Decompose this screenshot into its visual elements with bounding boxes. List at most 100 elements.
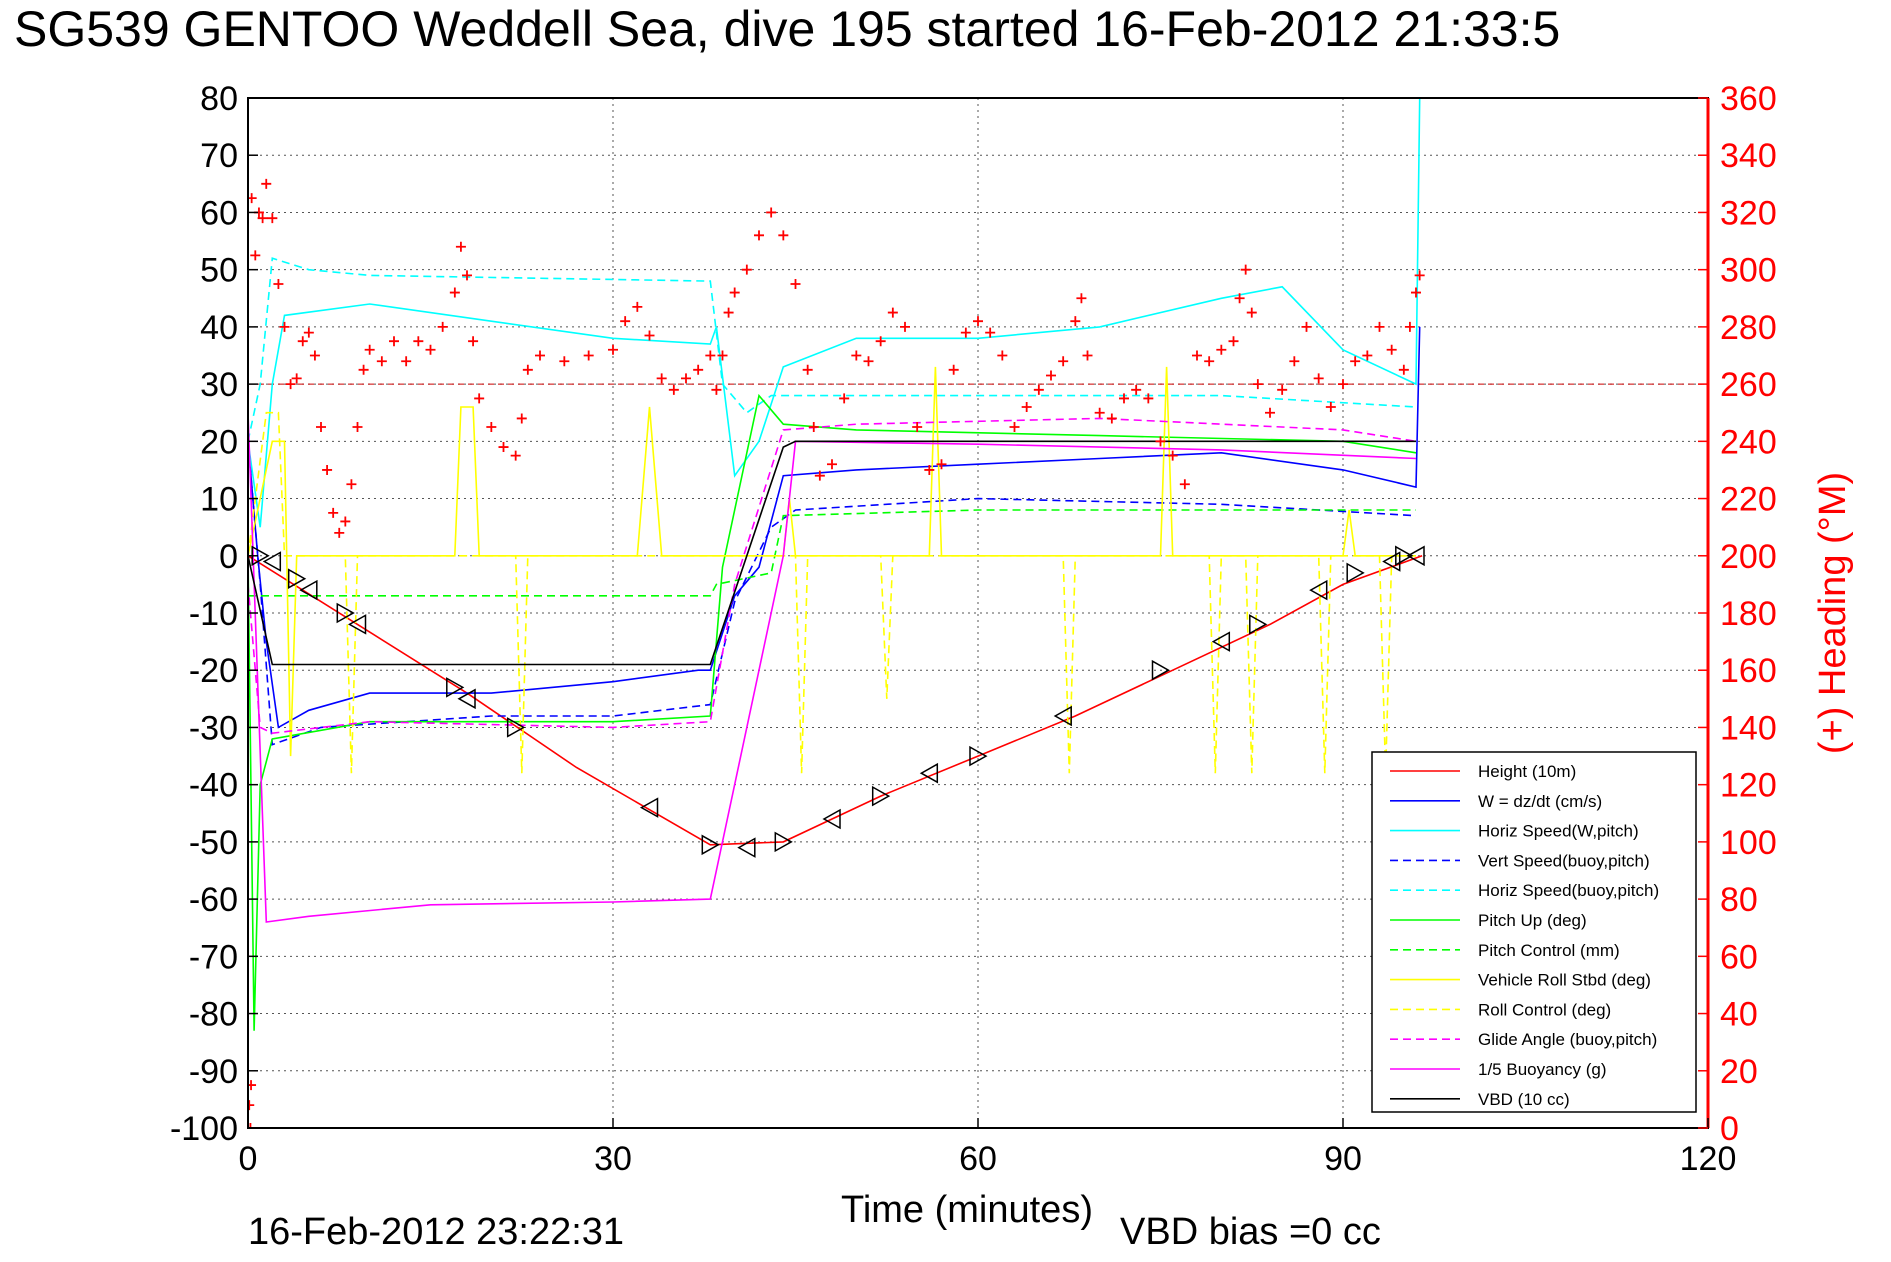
heading-marker xyxy=(1374,321,1385,332)
legend-box xyxy=(1371,751,1697,1113)
legend-label: Horiz Speed(W,pitch) xyxy=(1478,822,1639,841)
right-tick-label: 280 xyxy=(1720,309,1777,347)
right-tick-label: 220 xyxy=(1720,481,1777,519)
heading-marker xyxy=(1234,293,1245,304)
x-tick-label: 0 xyxy=(239,1140,258,1178)
height-marker xyxy=(446,677,465,698)
heading-marker xyxy=(887,307,898,318)
height-marker xyxy=(774,831,793,853)
height-marker xyxy=(1211,631,1231,652)
right-tick-label: 300 xyxy=(1720,252,1777,290)
heading-marker xyxy=(516,413,527,424)
height-marker xyxy=(347,614,367,635)
right-tick-label: 80 xyxy=(1720,881,1758,919)
heading-marker xyxy=(851,350,862,361)
heading-marker xyxy=(766,207,777,218)
heading-marker xyxy=(1179,479,1190,490)
series-line-1 xyxy=(248,326,1421,729)
legend-label: 1/5 Buoyancy (g) xyxy=(1478,1060,1607,1079)
series-line-11 xyxy=(248,440,1416,666)
y-tick-label: -100 xyxy=(170,1110,238,1148)
heading-marker xyxy=(1386,344,1397,355)
heading-marker xyxy=(376,356,387,367)
height-marker xyxy=(262,551,282,572)
height-marker xyxy=(701,834,720,856)
heading-marker xyxy=(997,350,1008,361)
height-marker xyxy=(1395,545,1414,567)
heading-marker xyxy=(1325,402,1336,412)
y-tick-label: -70 xyxy=(189,938,238,976)
right-tick-label: 340 xyxy=(1720,137,1777,175)
heading-marker xyxy=(1277,384,1288,395)
legend-label: Height (10m) xyxy=(1478,762,1576,781)
heading-marker xyxy=(498,442,509,453)
right-tick-label: 240 xyxy=(1720,423,1777,461)
heading-marker xyxy=(900,321,910,332)
y-tick-label: 40 xyxy=(200,309,238,347)
right-tick-label: 20 xyxy=(1720,1053,1758,1091)
heading-marker xyxy=(754,230,764,241)
height-marker xyxy=(1309,579,1328,601)
right-tick-label: 260 xyxy=(1720,366,1777,404)
heading-marker xyxy=(358,364,369,375)
heading-marker xyxy=(924,464,935,475)
heading-marker xyxy=(1070,316,1081,327)
heading-marker xyxy=(437,321,448,332)
heading-marker xyxy=(1246,307,1257,318)
heading-marker xyxy=(1228,336,1239,347)
height-marker xyxy=(1382,551,1401,572)
legend-label: VBD (10 cc) xyxy=(1478,1090,1570,1109)
height-marker xyxy=(1346,562,1365,584)
series-line-5 xyxy=(248,393,1417,1031)
heading-marker xyxy=(510,450,521,461)
y-tick-label: 30 xyxy=(200,366,238,404)
y-axis-ticks: 80 70 60 50 40 30 20 10 0 -10 -20 -30 -40 -50 -60 -70 -8… xyxy=(170,80,258,1148)
grid-lines xyxy=(248,98,1708,1128)
chart-title: SG539 GENTOO Weddell Sea, dive 195 start… xyxy=(14,1,1560,57)
y-tick-label: 60 xyxy=(200,194,238,232)
heading-marker xyxy=(1313,373,1324,384)
heading-marker xyxy=(985,327,996,338)
heading-marker xyxy=(486,422,497,433)
heading-marker xyxy=(559,356,570,367)
legend: Height (10m) W = dz/dt (cm/s) Horiz Speed(… xyxy=(1371,751,1697,1113)
heading-marker xyxy=(261,178,272,189)
heading-marker xyxy=(334,527,345,538)
legend-label: Pitch Up (deg) xyxy=(1478,911,1587,930)
right-axis-ticks: 3603403203002802602402202001801601401201… xyxy=(1698,80,1777,1148)
heading-marker xyxy=(1192,350,1202,361)
x-tick-label: 120 xyxy=(1680,1140,1737,1178)
heading-marker xyxy=(328,507,339,518)
right-tick-label: 40 xyxy=(1720,996,1758,1034)
footer-timestamp: 16-Feb-2012 23:22:31 xyxy=(248,1211,624,1253)
heading-marker xyxy=(316,422,326,433)
heading-marker xyxy=(973,316,983,327)
heading-marker xyxy=(790,278,801,289)
heading-marker xyxy=(1398,364,1409,375)
heading-marker xyxy=(413,336,424,347)
heading-marker xyxy=(668,384,679,395)
y-tick-label: 10 xyxy=(200,481,238,519)
heading-marker xyxy=(875,336,886,347)
height-marker xyxy=(969,745,988,767)
legend-label: Roll Control (deg) xyxy=(1478,1000,1611,1019)
heading-marker xyxy=(1338,379,1348,390)
series-lines xyxy=(248,98,1423,1031)
heading-marker xyxy=(620,316,631,327)
legend-label: Vehicle Roll Stbd (deg) xyxy=(1478,971,1651,990)
heading-marker xyxy=(425,344,436,355)
heading-marker xyxy=(303,327,314,338)
heading-marker xyxy=(1094,407,1105,418)
series-line-8 xyxy=(248,411,1416,774)
heading-marker xyxy=(1414,270,1425,281)
heading-marker xyxy=(1082,350,1093,361)
x-tick-label: 60 xyxy=(959,1140,997,1178)
heading-marker xyxy=(1119,393,1129,404)
series-line-3 xyxy=(248,441,1417,746)
heading-marker xyxy=(1301,321,1312,332)
height-marker xyxy=(737,837,756,858)
heading-marker xyxy=(827,459,837,470)
right-tick-label: 0 xyxy=(1720,1110,1739,1148)
heading-marker xyxy=(632,301,643,312)
right-tick-label: 160 xyxy=(1720,652,1777,690)
